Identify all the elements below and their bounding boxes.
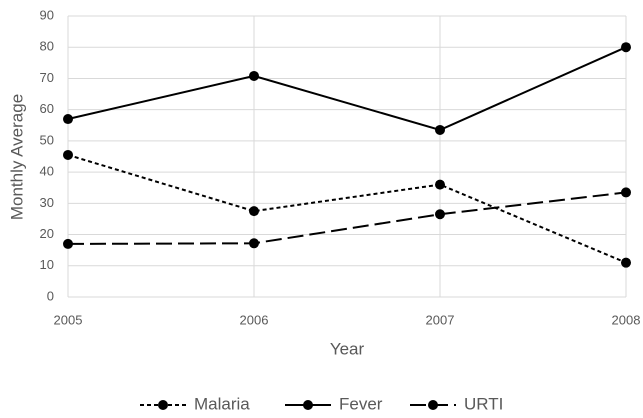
x-tick-label: 2006 [240, 312, 269, 327]
data-point [621, 42, 631, 53]
y-tick-label: 0 [47, 288, 54, 303]
series-line [67, 153, 627, 264]
legend-label: Malaria [194, 394, 250, 413]
y-tick-label: 60 [40, 101, 54, 116]
y-tick-label: 50 [40, 132, 54, 147]
x-axis-label: Year [330, 339, 365, 358]
y-tick-label: 10 [40, 257, 54, 272]
x-tick-label: 2005 [54, 312, 83, 327]
y-tick-label: 90 [40, 7, 54, 22]
data-point [63, 238, 73, 249]
y-tick-label: 80 [40, 39, 54, 54]
y-axis-label: Monthly Average [7, 94, 26, 220]
legend-marker [158, 400, 168, 410]
legend-label: URTI [464, 394, 503, 413]
data-point [621, 187, 631, 198]
data-point [249, 238, 259, 249]
y-tick-label: 20 [40, 226, 54, 241]
data-point [63, 149, 73, 160]
data-point [249, 70, 259, 81]
data-point [63, 114, 73, 125]
legend-label: Fever [339, 394, 383, 413]
data-point [249, 206, 259, 217]
series-line [67, 191, 627, 245]
legend-marker [428, 400, 438, 410]
data-point [435, 179, 445, 190]
x-tick-label: 2008 [612, 312, 641, 327]
data-point [435, 209, 445, 220]
legend-marker [303, 400, 313, 410]
x-tick-label: 2007 [426, 312, 455, 327]
data-point [435, 124, 445, 135]
series-line [67, 46, 627, 132]
y-tick-label: 30 [40, 195, 54, 210]
data-point [621, 257, 631, 268]
y-tick-label: 40 [40, 164, 54, 179]
y-tick-label: 70 [40, 70, 54, 85]
